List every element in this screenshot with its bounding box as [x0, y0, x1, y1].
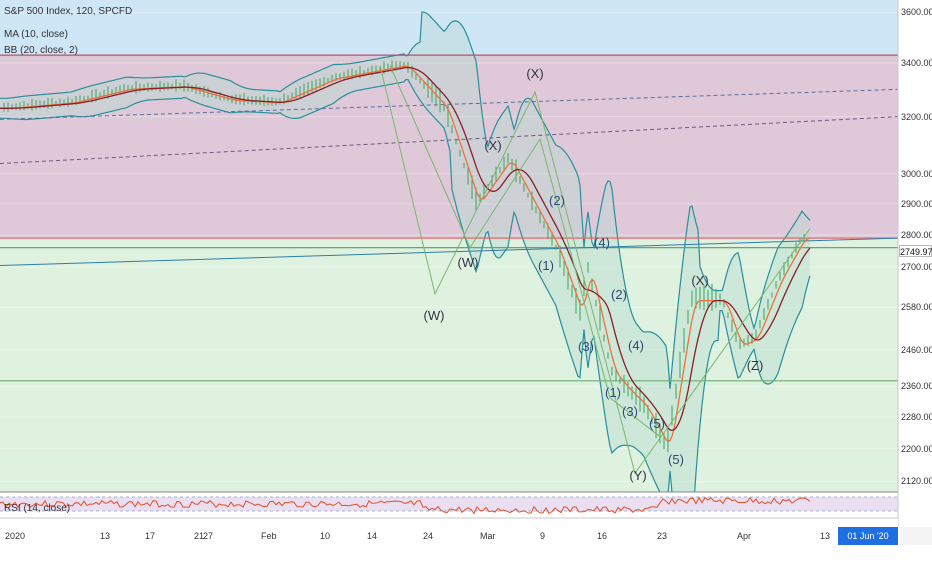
bb-legend[interactable]: BB (20, close, 2)	[4, 45, 78, 56]
wave-label: (4)	[594, 235, 610, 250]
trend-line-dashed-lower	[0, 116, 899, 165]
wave-label: (2)	[611, 287, 627, 302]
time-tick-label: Feb	[261, 531, 277, 541]
wave-label: (1)	[605, 385, 621, 400]
time-tick-label: 17	[145, 531, 156, 541]
ma-legend[interactable]: MA (10, close)	[4, 29, 68, 40]
last-price-tag: 2749.97	[899, 245, 932, 257]
time-tick-label: 2020	[5, 531, 26, 541]
time-tick-label: 10	[320, 531, 331, 541]
price-tick-label: 3400.00	[901, 57, 932, 68]
level-lines-layer	[0, 54, 898, 382]
trend-lines-layer	[0, 88, 899, 267]
rsi-line	[0, 496, 811, 515]
wave-line-secondary	[389, 65, 661, 438]
time-tick-label: 9	[540, 531, 546, 541]
price-tick-label: 2460.00	[901, 344, 932, 355]
time-tick-label: Mar	[480, 531, 496, 541]
time-tick-label: 23	[657, 531, 668, 541]
symbol-legend[interactable]: S&P 500 Index, 120, SPCFD	[4, 6, 133, 17]
price-tick-label: 2200.00	[901, 443, 932, 454]
wave-label: (X)	[484, 138, 501, 153]
rsi-layer	[0, 492, 898, 518]
wave-label: (W)	[424, 308, 445, 323]
wave-label: (3)	[578, 339, 594, 354]
price-tick-label: 2900.00	[901, 198, 932, 209]
wave-label: (5)	[649, 416, 665, 431]
price-tick-label: 2280.00	[901, 412, 932, 422]
rsi-band	[0, 497, 898, 511]
time-tick-label: 21	[194, 531, 205, 541]
trend-line-dashed-upper	[0, 88, 899, 120]
wave-labels-layer: (W) (W) (X) (X) (Y) (1) (2) (3) (4) (5) (1) (2) (3) (…	[424, 66, 764, 483]
zone-blue	[0, 0, 898, 56]
wave-label: (1)	[538, 258, 554, 273]
wave-label: (X)	[691, 273, 708, 288]
chart-window: (W) (W) (X) (X) (Y) (1) (2) (3) (4) (5) (1) (2) (3) (…	[0, 0, 932, 550]
time-tick-label: 16	[597, 531, 608, 541]
crosshair-date-box: 01 Jun '20 13:30	[838, 527, 898, 559]
time-tick-label: 13	[100, 531, 111, 541]
axes-layer	[0, 0, 932, 550]
long-ma-line	[0, 66, 811, 432]
time-tick-label: 14	[367, 531, 378, 541]
grid-layer	[0, 11, 898, 482]
price-tick-label: 2120.00	[901, 476, 932, 487]
time-tick-label: Apr	[737, 531, 752, 541]
ma-layer	[0, 65, 811, 443]
wave-label: (Z)	[747, 358, 764, 373]
wave-label: (5)	[668, 452, 684, 467]
axis-corner	[900, 527, 932, 545]
ma-line	[0, 65, 811, 443]
wave-label: (Y)	[629, 468, 646, 483]
bollinger-fill	[0, 11, 810, 550]
wave-label: (2)	[549, 193, 565, 208]
time-tick-label: 27	[203, 531, 214, 541]
price-tick-label: 2360.00	[901, 381, 932, 392]
price-tick-label: 3600.00	[901, 7, 932, 18]
wave-layer	[379, 65, 811, 475]
wave-label: (W)	[458, 255, 479, 270]
price-tick-label: 2800.00	[901, 229, 932, 240]
candles-layer	[3, 60, 805, 453]
price-tick-label: 2580.00	[901, 302, 932, 313]
time-tick-label: 13	[820, 531, 831, 541]
price-tick-label: 3200.00	[901, 111, 932, 122]
rsi-legend[interactable]: RSI (14, close)	[4, 503, 71, 514]
time-tick-label: 24	[423, 531, 434, 541]
price-chart[interactable]: (W) (W) (X) (X) (Y) (1) (2) (3) (4) (5) (1) (2) (3) (…	[0, 0, 932, 550]
time-axis-bg	[0, 518, 898, 550]
price-tick-label: 3000.00	[901, 168, 932, 179]
price-axis-bg	[898, 0, 932, 550]
wave-label: (X)	[526, 66, 543, 81]
price-tick-label: 2700.00	[901, 262, 932, 273]
wave-line-main	[379, 65, 811, 475]
trend-line-blue	[0, 237, 899, 267]
wave-label: (4)	[628, 338, 644, 353]
zone-green	[0, 238, 898, 492]
wave-label: (3)	[622, 404, 638, 419]
